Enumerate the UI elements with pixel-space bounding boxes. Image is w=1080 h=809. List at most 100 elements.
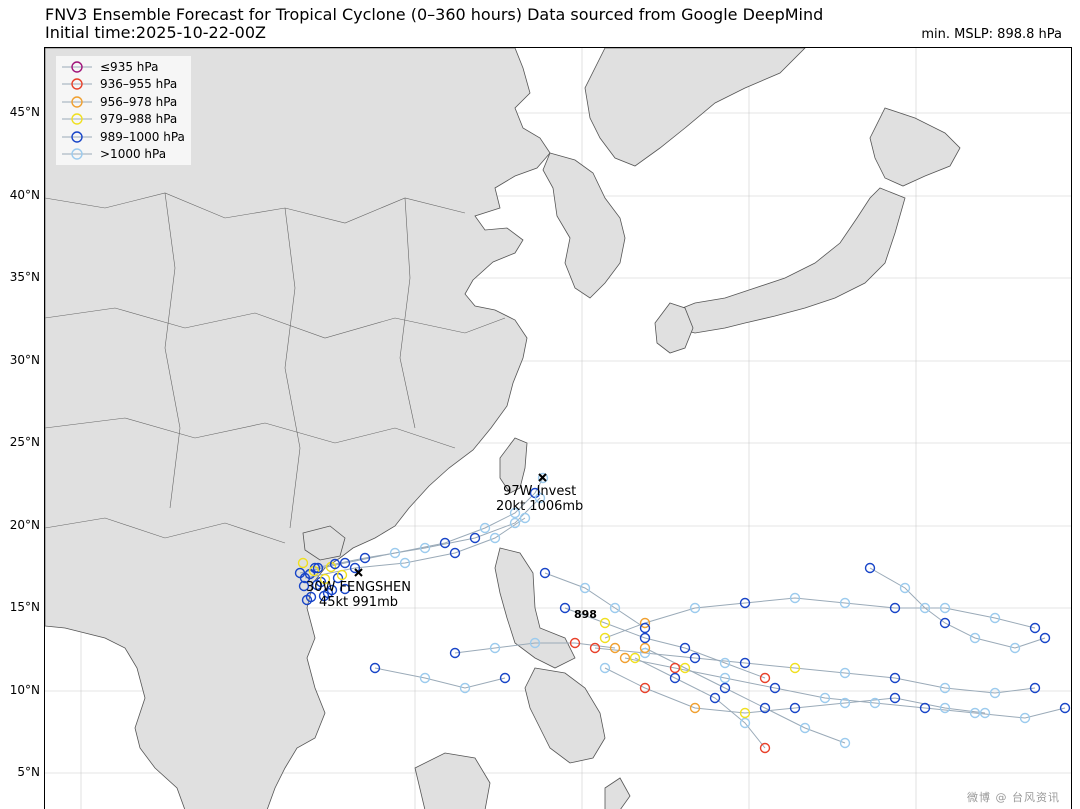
track-marker bbox=[679, 642, 691, 654]
track-marker bbox=[629, 652, 641, 664]
track-marker bbox=[989, 612, 1001, 624]
track-marker bbox=[419, 542, 431, 554]
track-marker bbox=[899, 582, 911, 594]
invest-97w-label: 97W Invest 20kt 1006mb bbox=[496, 484, 583, 514]
lat-label-20: 20°N bbox=[9, 518, 40, 532]
track-marker bbox=[639, 632, 651, 644]
track-marker bbox=[305, 591, 317, 603]
min-mslp-readout: min. MSLP: 898.8 hPa bbox=[921, 27, 1062, 42]
track-marker bbox=[349, 562, 361, 574]
track-marker bbox=[719, 672, 731, 684]
track-marker bbox=[939, 682, 951, 694]
fengshen-30w-label: 30W FENGSHEN 45kt 991mb bbox=[306, 580, 411, 610]
korean-peninsula bbox=[542, 152, 626, 299]
track-marker bbox=[789, 702, 801, 714]
track-marker bbox=[689, 602, 701, 614]
legend-label: 979–988 hPa bbox=[100, 112, 178, 127]
track-marker bbox=[839, 697, 851, 709]
track-marker bbox=[599, 662, 611, 674]
track-marker bbox=[969, 707, 981, 719]
legend-marker-icon bbox=[62, 113, 92, 125]
current-positions bbox=[354, 473, 547, 577]
hokkaido bbox=[869, 107, 961, 187]
track-marker bbox=[499, 672, 511, 684]
track-marker bbox=[489, 532, 501, 544]
legend-marker-icon bbox=[62, 148, 92, 160]
track-marker bbox=[329, 558, 341, 570]
track-marker bbox=[489, 642, 501, 654]
legend-item: 956–978 hPa bbox=[62, 93, 185, 111]
taiwan bbox=[499, 437, 528, 494]
track-marker bbox=[799, 722, 811, 734]
track-marker bbox=[569, 637, 581, 649]
track-marker bbox=[449, 647, 461, 659]
track-marker bbox=[559, 602, 571, 614]
track-marker bbox=[689, 702, 701, 714]
track-marker bbox=[739, 657, 751, 669]
legend-label: 989–1000 hPa bbox=[100, 129, 185, 144]
legend-marker-icon bbox=[62, 78, 92, 90]
lat-label-10: 10°N bbox=[9, 683, 40, 697]
legend-item: >1000 hPa bbox=[62, 146, 185, 164]
track-marker bbox=[739, 717, 751, 729]
track-marker bbox=[439, 537, 451, 549]
track-marker bbox=[312, 562, 324, 574]
track-markers bbox=[294, 472, 1071, 754]
track-marker bbox=[889, 602, 901, 614]
track-marker bbox=[979, 707, 991, 719]
track-marker bbox=[864, 562, 876, 574]
track-marker bbox=[609, 602, 621, 614]
track-marker bbox=[369, 662, 381, 674]
track-marker bbox=[889, 672, 901, 684]
track-marker bbox=[869, 697, 881, 709]
legend-item: ≤935 hPa bbox=[62, 58, 185, 76]
invest-name: 97W Invest bbox=[503, 484, 577, 499]
track-marker bbox=[389, 547, 401, 559]
track-marker bbox=[759, 742, 771, 754]
track-marker bbox=[989, 687, 1001, 699]
track-marker bbox=[679, 662, 691, 674]
track-marker bbox=[839, 737, 851, 749]
lat-label-40: 40°N bbox=[9, 188, 40, 202]
mindanao bbox=[524, 667, 606, 764]
track-marker bbox=[534, 492, 546, 504]
track-marker bbox=[609, 642, 621, 654]
track-marker bbox=[639, 682, 651, 694]
title-line-1: FNV3 Ensemble Forecast for Tropical Cycl… bbox=[45, 5, 824, 24]
track-marker bbox=[539, 567, 551, 579]
track-marker bbox=[639, 617, 651, 629]
track-marker bbox=[839, 597, 851, 609]
track-marker bbox=[619, 652, 631, 664]
track-marker bbox=[689, 652, 701, 664]
track-marker bbox=[669, 662, 681, 674]
track-marker bbox=[359, 552, 371, 564]
track-marker bbox=[1009, 642, 1021, 654]
pressure-legend: ≤935 hPa 936–955 hPa 956–978 hPa 979–988… bbox=[56, 56, 191, 165]
sulawesi bbox=[604, 777, 631, 809]
track-marker bbox=[759, 672, 771, 684]
track-marker bbox=[326, 584, 338, 596]
lat-label-5: 5°N bbox=[17, 765, 40, 779]
track-marker bbox=[1019, 712, 1031, 724]
honshu bbox=[669, 187, 906, 334]
track-marker bbox=[469, 532, 481, 544]
track-marker bbox=[399, 557, 411, 569]
track-marker bbox=[479, 522, 491, 534]
track-marker bbox=[939, 702, 951, 714]
map-canvas bbox=[45, 48, 1071, 809]
track-marker bbox=[889, 692, 901, 704]
map-panel[interactable] bbox=[44, 47, 1072, 809]
track-marker bbox=[336, 569, 348, 581]
track-marker bbox=[1039, 632, 1051, 644]
track-marker bbox=[739, 597, 751, 609]
lat-label-30: 30°N bbox=[9, 353, 40, 367]
legend-item: 936–955 hPa bbox=[62, 76, 185, 94]
track-marker bbox=[939, 617, 951, 629]
track-marker bbox=[759, 702, 771, 714]
track-marker bbox=[537, 472, 549, 484]
track-marker bbox=[919, 702, 931, 714]
legend-marker-icon bbox=[62, 61, 92, 73]
legend-label: >1000 hPa bbox=[100, 147, 167, 162]
legend-label: 956–978 hPa bbox=[100, 94, 178, 109]
track-marker bbox=[839, 667, 851, 679]
